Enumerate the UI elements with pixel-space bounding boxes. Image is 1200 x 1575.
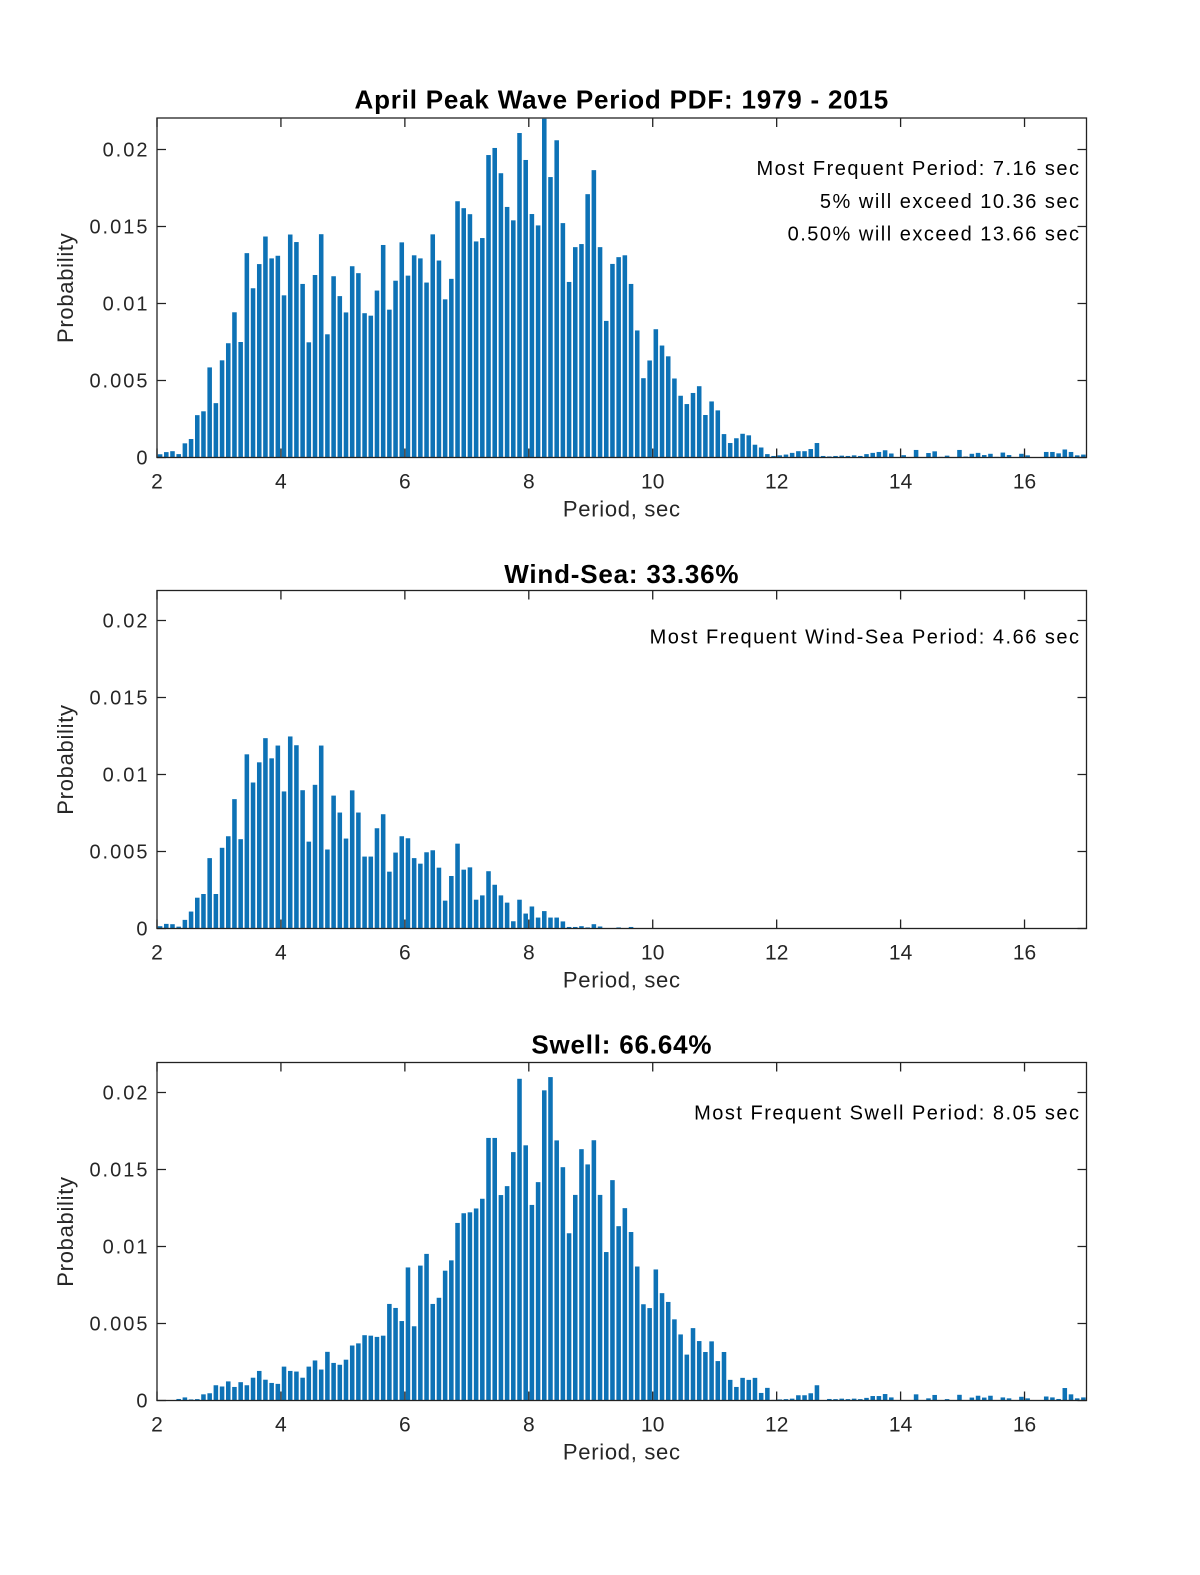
svg-text:0.02: 0.02 (103, 140, 150, 162)
svg-text:0.005: 0.005 (89, 1314, 149, 1336)
svg-text:8: 8 (523, 942, 535, 965)
svg-text:6: 6 (399, 942, 411, 965)
svg-text:0: 0 (136, 1391, 149, 1413)
svg-text:14: 14 (889, 1414, 913, 1437)
svg-text:Period, sec: Period, sec (563, 1440, 681, 1465)
svg-text:10: 10 (641, 471, 664, 494)
svg-text:14: 14 (889, 942, 913, 965)
svg-text:16: 16 (1013, 1414, 1036, 1437)
svg-text:Most Frequent Wind-Sea Period:: Most Frequent Wind-Sea Period: 4.66 sec (650, 627, 1081, 649)
svg-text:0: 0 (136, 919, 149, 941)
svg-text:12: 12 (765, 1414, 788, 1437)
svg-text:Most Frequent Swell Period: 8.: Most Frequent Swell Period: 8.05 sec (694, 1103, 1080, 1125)
svg-text:0.005: 0.005 (89, 371, 149, 393)
svg-text:10: 10 (641, 942, 664, 965)
svg-text:4: 4 (275, 1414, 287, 1437)
svg-text:8: 8 (523, 1414, 535, 1437)
svg-text:0.02: 0.02 (103, 1083, 150, 1105)
svg-text:12: 12 (765, 471, 788, 494)
svg-text:Probability: Probability (53, 704, 78, 814)
svg-text:12: 12 (765, 942, 788, 965)
svg-text:Period, sec: Period, sec (563, 968, 681, 993)
svg-text:Probability: Probability (53, 233, 78, 343)
svg-text:0.015: 0.015 (89, 217, 149, 239)
svg-text:Period, sec: Period, sec (563, 497, 681, 522)
svg-text:0.01: 0.01 (103, 294, 150, 316)
svg-text:2: 2 (151, 942, 163, 965)
svg-text:2: 2 (151, 1414, 163, 1437)
svg-text:0.02: 0.02 (103, 611, 150, 633)
svg-text:5% will exceed 10.36 sec: 5% will exceed 10.36 sec (820, 191, 1081, 213)
svg-text:6: 6 (399, 471, 411, 494)
svg-text:6: 6 (399, 1414, 411, 1437)
svg-text:Swell: 66.64%: Swell: 66.64% (531, 1030, 712, 1060)
svg-text:10: 10 (641, 1414, 664, 1437)
svg-text:0.005: 0.005 (89, 842, 149, 864)
svg-text:4: 4 (275, 942, 287, 965)
svg-text:2: 2 (151, 471, 163, 494)
svg-text:16: 16 (1013, 471, 1036, 494)
svg-text:0.015: 0.015 (89, 688, 149, 710)
svg-text:April Peak Wave Period PDF: 19: April Peak Wave Period PDF: 1979 - 2015 (355, 85, 890, 115)
svg-text:0: 0 (136, 448, 149, 470)
svg-text:Probability: Probability (53, 1176, 78, 1286)
svg-text:16: 16 (1013, 942, 1036, 965)
svg-text:Wind-Sea: 33.36%: Wind-Sea: 33.36% (504, 559, 739, 589)
svg-text:14: 14 (889, 471, 913, 494)
svg-text:0.50% will exceed 13.66 sec: 0.50% will exceed 13.66 sec (788, 224, 1081, 246)
svg-text:0.01: 0.01 (103, 1237, 150, 1259)
svg-text:8: 8 (523, 471, 535, 494)
svg-text:0.015: 0.015 (89, 1160, 149, 1182)
svg-text:4: 4 (275, 471, 287, 494)
svg-text:0.01: 0.01 (103, 765, 150, 787)
svg-text:Most Frequent Period: 7.16 sec: Most Frequent Period: 7.16 sec (756, 158, 1080, 180)
